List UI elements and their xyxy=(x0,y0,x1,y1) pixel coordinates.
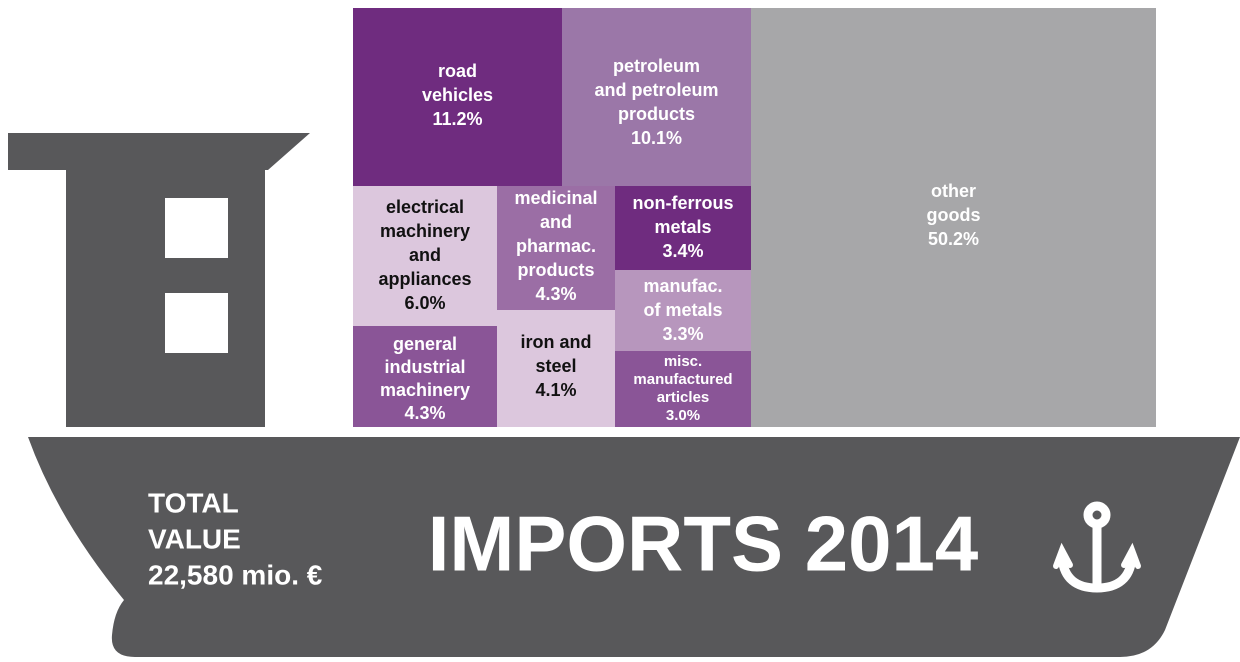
treemap-cell xyxy=(615,186,751,270)
value-label: 3.0% xyxy=(666,407,700,424)
value-label: 10.1% xyxy=(631,128,682,148)
cell-label: pharmac. xyxy=(516,236,596,256)
cell-label: products xyxy=(517,260,594,280)
window xyxy=(165,198,228,258)
treemap-cell xyxy=(497,310,615,427)
value-label: 3.4% xyxy=(662,241,703,261)
cell-label: medicinal xyxy=(514,188,597,208)
cell-label: of metals xyxy=(643,300,722,320)
treemap-cell xyxy=(751,8,1156,427)
cell-label: products xyxy=(618,104,695,124)
cell-label: road xyxy=(438,61,477,81)
cell-label: appliances xyxy=(378,269,471,289)
value-label: 4.1% xyxy=(535,380,576,400)
cell-label: industrial xyxy=(384,357,465,377)
treemap-cell xyxy=(497,186,615,310)
cell-label: misc. xyxy=(664,353,702,370)
cell-label: goods xyxy=(927,205,981,225)
total-label: VALUE xyxy=(148,523,241,554)
cell-label: and xyxy=(409,245,441,265)
cell-label: petroleum xyxy=(613,56,700,76)
value-label: 4.3% xyxy=(535,284,576,304)
cell-label: steel xyxy=(535,356,576,376)
treemap-cell xyxy=(353,186,497,326)
cell-label: iron and xyxy=(521,332,592,352)
cell-label: general xyxy=(393,334,457,354)
ship-superstructure xyxy=(8,133,310,427)
treemap-cell xyxy=(353,8,562,186)
value-label: 3.3% xyxy=(662,324,703,344)
cell-label: manufac. xyxy=(643,276,722,296)
cell-label: electrical xyxy=(386,197,464,217)
value-label: 50.2% xyxy=(928,229,979,249)
cell-label: and petroleum xyxy=(594,80,718,100)
cell-label: metals xyxy=(654,217,711,237)
chart-title: IMPORTS 2014 xyxy=(428,500,979,588)
cell-label: manufactured xyxy=(633,371,732,388)
ship-hull xyxy=(28,437,1240,657)
treemap-cell xyxy=(615,270,751,351)
cell-label: vehicles xyxy=(422,85,493,105)
cell-label: and xyxy=(540,212,572,232)
treemap-cell xyxy=(353,326,497,427)
treemap-cell xyxy=(615,351,751,427)
cell-label: machinery xyxy=(380,221,470,241)
value-label: 6.0% xyxy=(404,293,445,313)
cell-label: non-ferrous xyxy=(633,193,734,213)
window xyxy=(165,293,228,353)
cell-label: articles xyxy=(657,389,710,406)
value-label: 4.3% xyxy=(404,403,445,423)
treemap-cell xyxy=(562,8,751,186)
cell-label: other xyxy=(931,181,976,201)
anchor-icon xyxy=(1053,501,1141,593)
total-value: 22,580 mio. € xyxy=(148,559,323,590)
cell-label: machinery xyxy=(380,380,470,400)
total-label: TOTAL xyxy=(148,487,239,518)
value-label: 11.2% xyxy=(432,109,482,129)
